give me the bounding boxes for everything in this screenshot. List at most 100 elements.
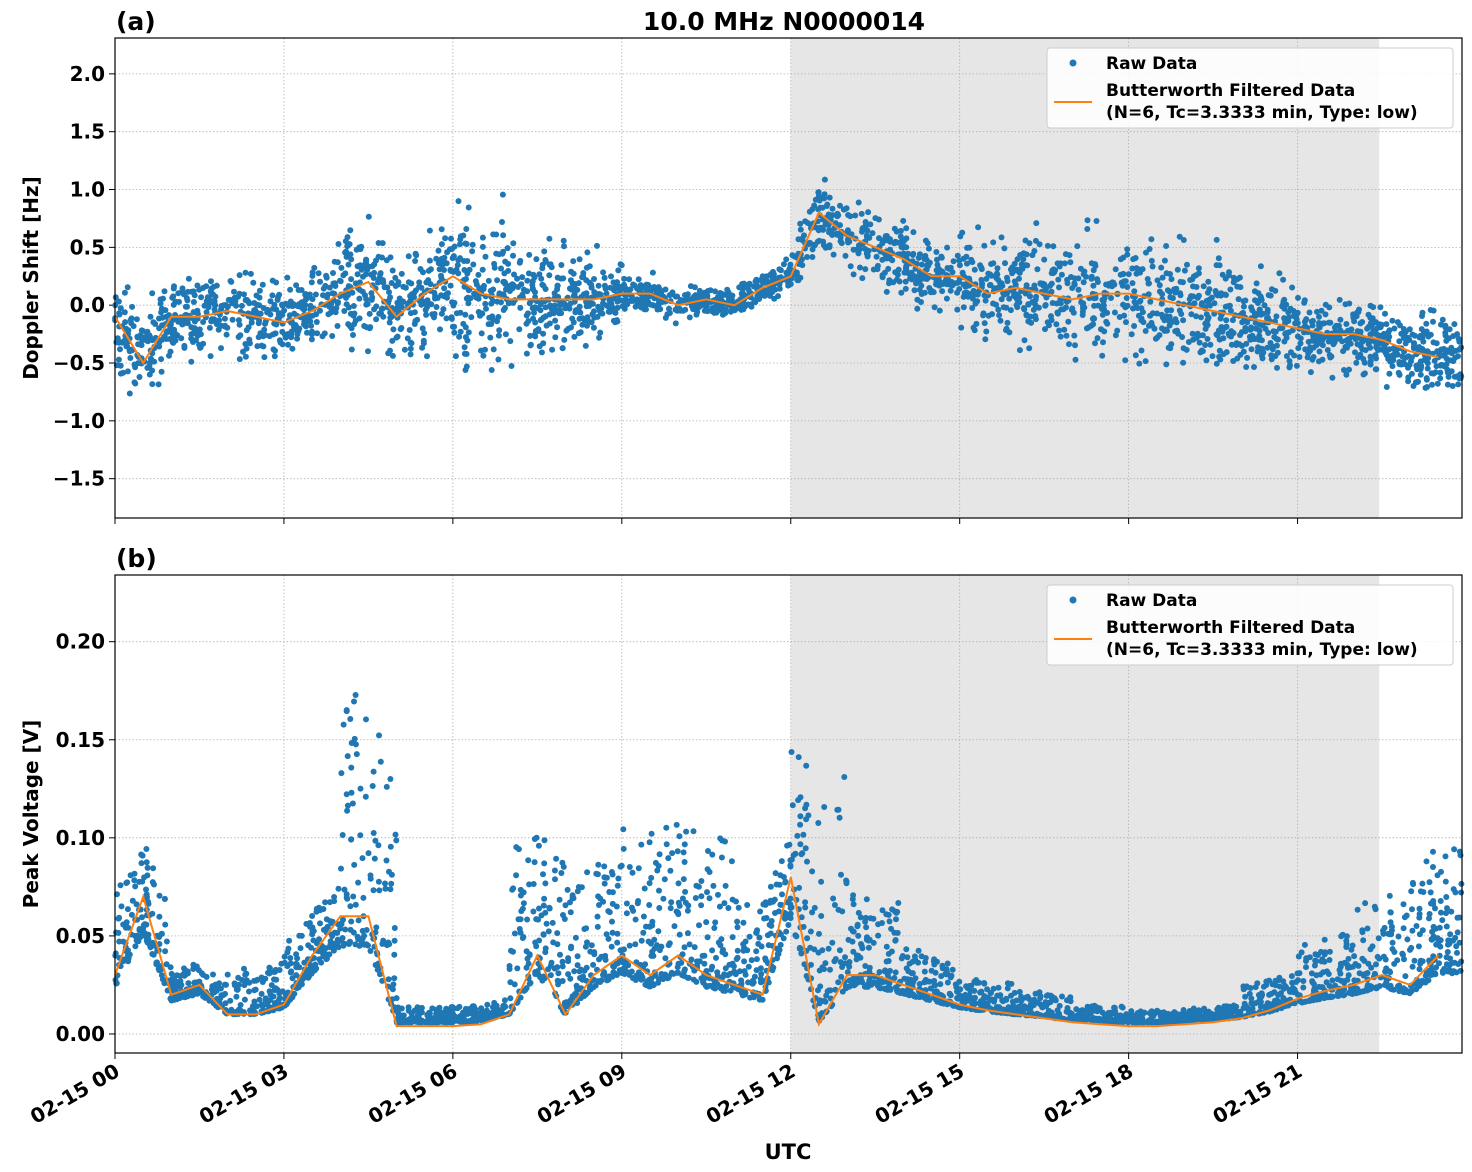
raw-point: [623, 910, 630, 917]
raw-point: [1123, 319, 1129, 326]
raw-point: [1072, 356, 1079, 363]
raw-point: [1383, 321, 1390, 328]
raw-point: [452, 353, 459, 360]
raw-point: [1063, 332, 1070, 339]
raw-point: [775, 293, 781, 300]
raw-point: [753, 948, 760, 955]
raw-point: [855, 242, 862, 249]
raw-point: [797, 220, 804, 227]
raw-point: [894, 239, 901, 246]
raw-point: [1163, 243, 1170, 249]
raw-point: [135, 341, 142, 348]
raw-point: [538, 349, 545, 356]
raw-point: [1054, 310, 1061, 317]
raw-point: [1066, 252, 1073, 259]
raw-point: [1233, 342, 1240, 348]
raw-point: [618, 262, 625, 269]
raw-point: [564, 886, 571, 893]
raw-point: [1251, 364, 1257, 370]
raw-point: [1386, 370, 1393, 377]
raw-point: [624, 301, 631, 308]
raw-point: [995, 984, 1002, 991]
raw-point: [266, 965, 273, 972]
raw-point: [460, 232, 467, 239]
raw-point: [342, 238, 349, 245]
raw-point: [900, 217, 907, 224]
raw-point: [1277, 325, 1283, 332]
raw-point: [1202, 320, 1209, 327]
raw-point: [1048, 270, 1055, 277]
raw-point: [454, 1005, 461, 1012]
y-tick-label: −0.5: [53, 351, 105, 375]
raw-point: [490, 316, 497, 323]
raw-point: [302, 291, 309, 298]
raw-point: [1203, 297, 1210, 304]
y-tick-label: 0.05: [56, 924, 105, 948]
raw-point: [1242, 993, 1249, 1000]
raw-point: [1430, 339, 1437, 346]
raw-point: [797, 821, 804, 828]
raw-point: [271, 301, 278, 308]
raw-point: [356, 295, 363, 302]
raw-point: [440, 306, 447, 313]
raw-point: [1289, 284, 1296, 291]
raw-point: [1239, 310, 1246, 317]
raw-point: [1274, 364, 1280, 371]
raw-point: [375, 240, 382, 246]
raw-point: [334, 323, 341, 329]
raw-point: [502, 331, 509, 338]
raw-point: [465, 300, 472, 307]
raw-point: [448, 314, 455, 321]
raw-point: [1179, 334, 1186, 340]
raw-point: [1365, 311, 1372, 318]
raw-point: [185, 275, 192, 282]
raw-point: [443, 315, 450, 322]
raw-point: [1386, 333, 1393, 340]
raw-point: [785, 922, 792, 928]
raw-point: [1437, 369, 1444, 376]
raw-point: [1084, 226, 1091, 232]
raw-point: [814, 238, 821, 245]
raw-point: [1124, 284, 1131, 290]
raw-point: [1238, 342, 1245, 349]
raw-point: [320, 292, 326, 299]
raw-point: [1037, 280, 1044, 287]
raw-point: [461, 350, 468, 357]
raw-point: [675, 899, 682, 906]
raw-point: [586, 279, 593, 286]
raw-point: [993, 1004, 1000, 1010]
raw-point: [1095, 302, 1102, 309]
raw-point: [1223, 323, 1230, 330]
raw-point: [1226, 332, 1233, 339]
raw-point: [551, 867, 558, 874]
raw-point: [1080, 279, 1087, 286]
raw-point: [1408, 888, 1415, 895]
raw-point: [382, 885, 389, 892]
raw-point: [567, 899, 573, 906]
raw-point: [785, 282, 792, 289]
raw-point: [157, 300, 164, 307]
y-tick-label: 0.15: [56, 728, 105, 752]
raw-point: [1149, 263, 1156, 270]
raw-point: [424, 353, 430, 360]
raw-point: [1122, 304, 1129, 311]
raw-point: [143, 846, 150, 852]
raw-point: [287, 298, 294, 305]
raw-point: [293, 323, 300, 330]
raw-point: [921, 289, 928, 296]
raw-point: [809, 909, 816, 916]
raw-point: [1417, 333, 1424, 339]
raw-point: [549, 919, 556, 926]
raw-point: [939, 288, 946, 295]
raw-point: [862, 266, 869, 273]
raw-point: [282, 300, 289, 307]
raw-point: [1000, 304, 1007, 311]
raw-point: [468, 314, 475, 321]
raw-point: [1180, 317, 1187, 324]
raw-point: [663, 824, 670, 831]
raw-point: [322, 899, 329, 906]
raw-point: [546, 235, 553, 242]
raw-point: [863, 896, 870, 903]
raw-point: [842, 954, 848, 961]
raw-point: [829, 205, 836, 212]
